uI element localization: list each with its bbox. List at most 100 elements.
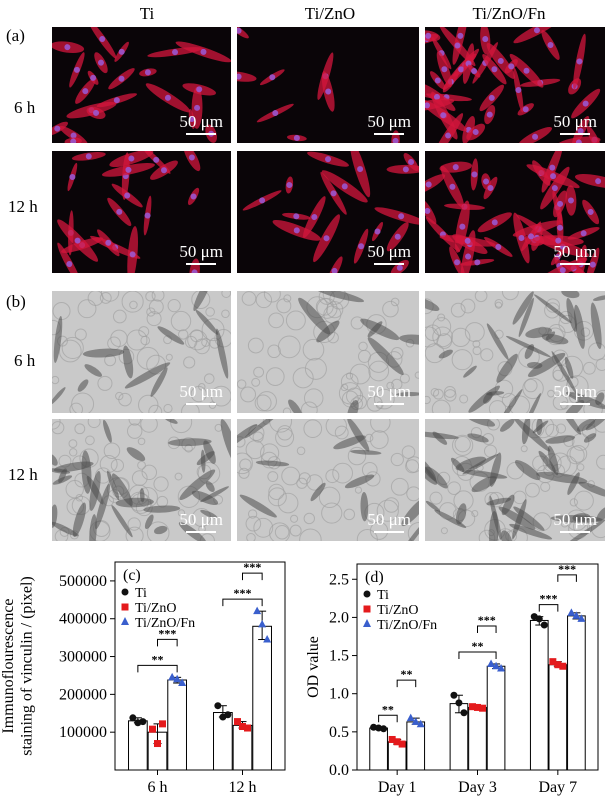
panel-label-b: (b) [6, 292, 26, 311]
data-point [416, 719, 425, 728]
bar [567, 615, 586, 771]
sem-image-12h-0: 50 μm [52, 419, 231, 541]
bar [406, 721, 426, 771]
x-tick-label: Day 1 [378, 779, 417, 796]
data-point [239, 723, 246, 731]
significance-bracket [222, 598, 263, 607]
data-point [224, 711, 232, 719]
sem-image-12h-1: 50 μm [237, 419, 419, 541]
scale-bar-label: 50 μm [179, 242, 223, 261]
data-point [263, 635, 272, 643]
row-label-6h-b: 6 h [14, 351, 36, 370]
fluorescence-image-12h-0: 50 μm [52, 151, 231, 273]
data-point [380, 725, 388, 733]
significance-label: ** [382, 702, 394, 716]
data-point [540, 621, 548, 629]
scale-bar-label: 50 μm [179, 382, 223, 401]
legend-marker [121, 617, 129, 625]
bar [548, 664, 568, 771]
scale-bar: 50 μm [179, 383, 223, 405]
row-label-12h-b: 12 h [8, 465, 38, 484]
plot-frame [114, 561, 286, 771]
chart-d-od-value: (d) 0.0 0.5 1.0 1.5 2.0 2.5 OD value Day 1 Day 3 D… [305, 562, 599, 796]
significance-label: *** [478, 613, 496, 627]
significance-bracket [157, 638, 178, 647]
y-axis-label: Immunoflourescencestaining of vinculin /… [0, 576, 35, 756]
scale-bar: 50 μm [367, 113, 411, 135]
scale-bar-label: 50 μm [367, 112, 411, 131]
data-point [492, 661, 501, 670]
scale-bar-label: 50 μm [179, 510, 223, 529]
bar [128, 720, 148, 771]
data-point [168, 672, 177, 681]
scale-bar: 50 μm [179, 243, 223, 265]
data-point [393, 738, 401, 746]
fluorescence-image-12h-2: 50 μm [425, 151, 605, 273]
data-point [388, 735, 396, 743]
scale-bar: 50 μm [179, 511, 223, 533]
bar [486, 665, 506, 771]
legend-label: Ti [377, 588, 389, 603]
legend-label: Ti/ZnO [135, 601, 177, 616]
data-point [487, 659, 496, 667]
legend-label: Ti/ZnO/Fn [377, 618, 437, 633]
scale-bar-label: 50 μm [553, 382, 597, 401]
y-axis-label: OD value [305, 636, 322, 698]
data-point [479, 704, 486, 712]
legend-label: Ti/ZnO/Fn [135, 616, 195, 631]
column-header-ti-zno-fn: Ti/ZnO/Fn [472, 4, 546, 23]
data-point [474, 703, 481, 711]
data-point [178, 678, 187, 687]
data-point [455, 699, 463, 707]
significance-label: *** [558, 562, 576, 576]
y-tick-label: 300000 [59, 649, 107, 666]
significance-bracket [242, 572, 263, 581]
data-point [559, 662, 567, 670]
legend-marker [121, 588, 129, 596]
data-point [577, 614, 586, 622]
scale-bar: 50 μm [553, 113, 597, 135]
legend-marker [363, 590, 371, 598]
data-point [154, 740, 161, 748]
y-tick-label: 0.5 [329, 724, 349, 741]
significance-bracket [477, 625, 497, 633]
scale-bar-label: 50 μm [553, 112, 597, 131]
significance-label: ** [472, 639, 484, 653]
panel-label: (c) [123, 567, 141, 584]
data-point [406, 713, 415, 722]
data-point [411, 717, 420, 725]
y-tick-label: 100000 [59, 724, 107, 741]
significance-label: *** [234, 586, 252, 600]
scale-bar: 50 μm [179, 113, 223, 135]
fluorescence-image-12h-1: 50 μm [237, 151, 419, 273]
x-tick-label: Day 7 [539, 779, 578, 796]
scale-bar-label: 50 μm [553, 242, 597, 261]
data-point [469, 703, 476, 711]
data-point [572, 611, 581, 619]
bar [369, 727, 388, 771]
fluorescence-image-6h-0: 50 μm [52, 27, 231, 143]
data-point [139, 718, 147, 726]
data-point [253, 606, 262, 615]
data-point [535, 615, 543, 623]
significance-label: *** [158, 626, 176, 640]
data-point [129, 714, 137, 722]
data-point [450, 691, 458, 699]
legend-label: Ti [135, 586, 147, 601]
data-point [234, 718, 241, 726]
bar [213, 712, 233, 771]
data-point [549, 658, 557, 666]
scale-bar-label: 50 μm [367, 382, 411, 401]
significance-bracket [396, 679, 417, 688]
legend-label: Ti/ZnO [377, 603, 419, 618]
y-tick-label: 0.0 [329, 762, 349, 779]
scale-bar: 50 μm [367, 383, 411, 405]
column-header-ti: Ti [139, 4, 155, 23]
y-tick-label: 1.0 [329, 686, 349, 703]
y-tick-label: 400000 [59, 611, 107, 628]
significance-label: ** [400, 667, 412, 681]
sem-image-6h-2: 50 μm [425, 291, 605, 413]
row-label-6h-a: 6 h [14, 98, 36, 117]
data-point [554, 661, 562, 669]
legend-marker [363, 605, 371, 613]
